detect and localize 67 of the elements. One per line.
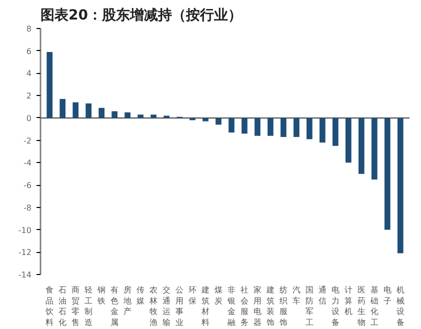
bar	[86, 103, 92, 118]
y-tick-label: -4	[24, 158, 32, 168]
bar	[294, 118, 300, 137]
y-tick-label: -8	[24, 203, 32, 212]
bar	[138, 114, 144, 118]
x-tick-label: 房地产	[122, 286, 132, 316]
bar	[72, 102, 79, 118]
bar	[124, 112, 130, 118]
x-tick-label: 公用事业	[176, 286, 184, 327]
bar	[280, 118, 286, 137]
bar	[190, 118, 196, 120]
x-tick-label: 机械设备	[396, 286, 404, 327]
y-tick-label: -2	[24, 136, 32, 146]
x-tick-label: 建筑装饰	[265, 286, 274, 327]
x-tick-label: 钢铁	[96, 286, 106, 306]
bar	[112, 111, 118, 118]
x-tick-label: 国防军工	[305, 286, 314, 327]
x-tick-label: 商贸零售	[72, 286, 80, 327]
x-tick-label: 食品饮料	[44, 286, 54, 327]
x-tick-label: 计算机	[344, 286, 352, 316]
bar	[268, 118, 274, 136]
bar	[254, 118, 260, 136]
bar	[98, 108, 104, 118]
y-tick-label: -12	[18, 248, 32, 258]
x-tick-label: 纺织服饰	[278, 286, 288, 327]
bar	[320, 118, 326, 143]
x-tick-label: 环保	[188, 286, 197, 306]
x-tick-label: 交通运输	[162, 286, 171, 327]
x-tick-label: 煤炭	[214, 286, 223, 306]
bar	[306, 118, 312, 140]
y-tick-label: 6	[26, 46, 32, 56]
bar	[60, 98, 66, 118]
x-tick-label: 农林牧渔	[148, 286, 158, 327]
bar	[228, 118, 234, 132]
x-tick-label: 电子	[383, 286, 392, 306]
x-tick-label: 石油石化	[58, 286, 67, 327]
x-tick-label: 通信	[318, 286, 326, 306]
bar	[46, 52, 53, 118]
x-tick-label: 有色金属	[110, 286, 119, 327]
y-tick-label: 4	[26, 69, 32, 78]
x-tick-label: 汽车	[292, 286, 300, 306]
y-tick-label: -10	[18, 226, 32, 235]
bar	[202, 118, 208, 122]
y-tick-label: -14	[18, 270, 32, 280]
y-tick-label: 2	[26, 92, 32, 101]
chart-title: 图表20：股东增减持（按行业）	[40, 6, 242, 24]
bar	[242, 118, 248, 134]
x-tick-label: 电力设备	[331, 286, 340, 327]
x-tick-label: 轻工制造	[84, 286, 93, 327]
bar	[332, 118, 338, 146]
bar	[397, 118, 404, 254]
bar	[346, 118, 352, 163]
y-tick-label: -6	[24, 181, 32, 190]
bar	[150, 114, 156, 118]
bar	[371, 118, 378, 180]
x-tick-label: 家用电器	[253, 286, 262, 327]
y-tick-label: 0	[26, 114, 32, 123]
y-tick-label: 8	[26, 24, 32, 34]
x-tick-label: 非银金融	[226, 286, 236, 327]
x-tick-label: 传媒	[136, 286, 145, 306]
x-tick-label: 基础化工	[369, 286, 378, 327]
bar	[216, 118, 222, 125]
bar	[358, 118, 364, 174]
x-tick-label: 建筑材料	[200, 286, 210, 327]
x-tick-label: 社会服务	[240, 286, 248, 327]
x-tick-label: 医药生物	[357, 286, 366, 327]
bar	[384, 118, 390, 230]
